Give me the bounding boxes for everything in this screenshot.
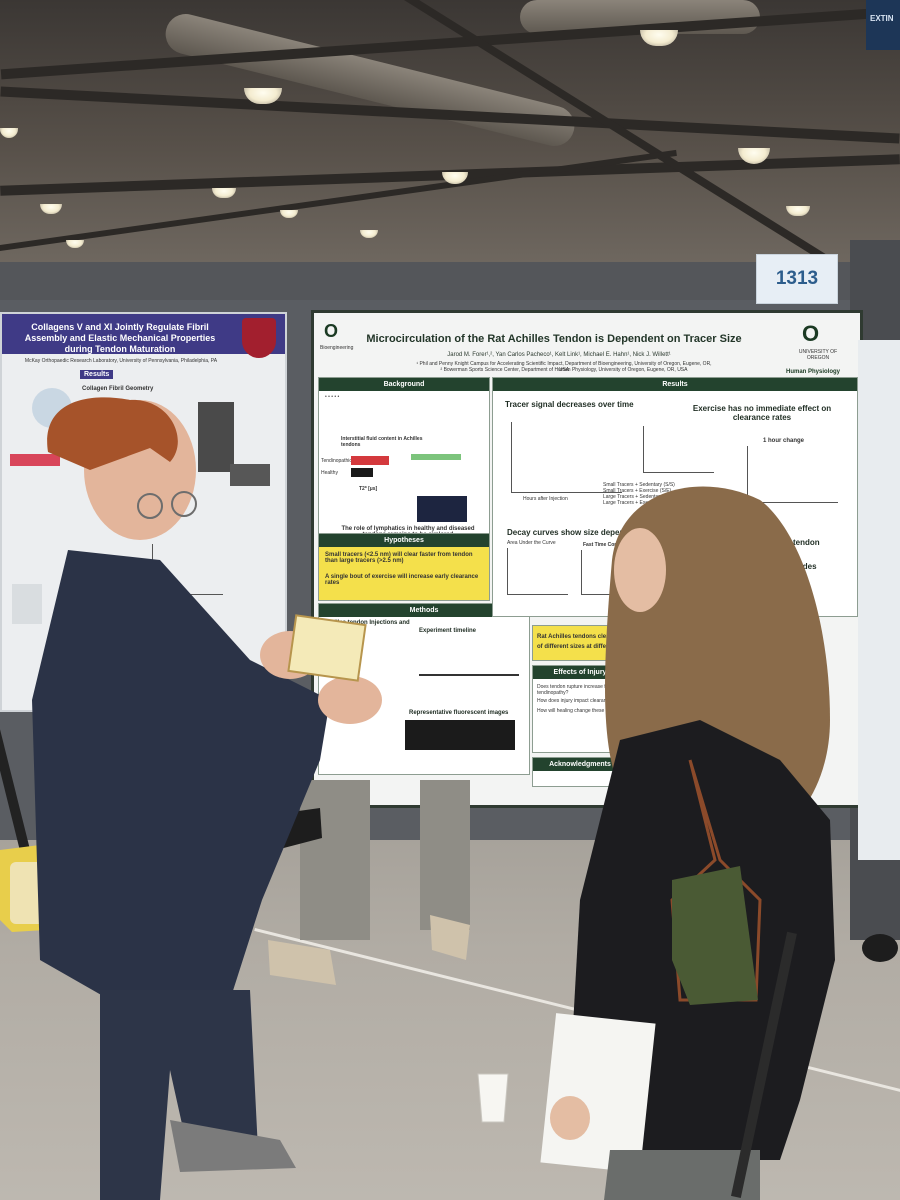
presenter-shoe — [170, 1120, 296, 1172]
ceiling-light — [40, 204, 62, 214]
injury-question-1: Does tendon rupture increase fluid tendi… — [537, 684, 614, 696]
injections-subheading: Achilles tendon Injections and — [323, 620, 410, 626]
fluorescent-image — [417, 496, 467, 522]
legend-item: Small Tracers + Sedentary (S/S) — [603, 482, 675, 488]
ceiling-light — [360, 230, 378, 238]
tracer-signal-chart — [511, 422, 622, 493]
visitor-hand — [550, 1096, 590, 1140]
bar-label-tendinopathic: Tendinopathic — [321, 458, 352, 464]
fluid-content-title: Interstitial fluid content in Achilles t… — [341, 436, 423, 448]
ceiling-light — [280, 210, 298, 218]
timeline-axis — [419, 674, 519, 676]
nodes-note: nodes — [793, 562, 817, 571]
background-person — [268, 780, 470, 985]
area-under-curve-label: Area Under the Curve — [507, 540, 556, 546]
results-subheading-3: Decay curves show size dependent clearan… — [507, 528, 681, 537]
ceiling-light — [442, 172, 468, 184]
booth-number: 1313 — [756, 254, 838, 304]
visitor — [540, 486, 835, 1200]
legend-item: Large Tracers + Exercise (L/E) — [603, 500, 671, 506]
healthy-bar — [351, 468, 373, 477]
oregon-o-logo-left: O — [324, 321, 339, 341]
exit-sign: EXTIN — [866, 0, 900, 50]
legend-item: Large Tracers + Sedentary (L/S) — [603, 494, 675, 500]
fibril-geometry-heading: Collagen Fibril Geometry — [82, 386, 154, 392]
conclusion-text-1: Rat Achilles tendons clear — [537, 634, 612, 640]
tendinopathic-bar — [351, 456, 389, 465]
ceiling-light — [786, 206, 810, 216]
injury-question-2: How does injury impact clearance? — [537, 698, 615, 704]
main-poster-title: Microcirculation of the Rat Achilles Ten… — [366, 333, 742, 345]
ceiling-light — [0, 128, 18, 138]
results-subheading-1: Tracer signal decreases over time — [505, 400, 634, 409]
conclusion-text-2: of different sizes at differ — [537, 644, 609, 650]
hypotheses-section: Hypotheses Small tracers (<2.5 nm) will … — [318, 533, 490, 601]
background-section: Background • • • • • Interstitial fluid … — [318, 377, 490, 547]
affiliation-1: ¹ Phil and Penny Knight Campus for Accel… — [416, 361, 712, 373]
hours-axis-label: Hours after Injection — [523, 496, 568, 502]
bar-label-healthy: Healthy — [321, 470, 338, 476]
left-poster-title: Collagens V and XI Jointly Regulate Fibr… — [24, 322, 216, 354]
injury-question-3: How will healing change these time? — [537, 708, 618, 714]
glasses-icon — [137, 493, 163, 519]
tendon-note: tendon — [793, 538, 820, 547]
oregon-o-logo-right: O — [802, 321, 820, 346]
ceiling-light — [640, 30, 678, 46]
affiliation-2: ² Bowerman Sports Science Center, Depart… — [440, 367, 688, 373]
ceiling — [0, 0, 900, 262]
background-heading: Background — [319, 378, 489, 391]
highlight-bar — [10, 454, 60, 466]
presenter-hand — [318, 676, 382, 724]
methods-heading: Methods — [319, 604, 529, 617]
left-poster-authors: McKay Orthopaedic Research Laboratory, U… — [24, 358, 218, 364]
easel-leg — [731, 931, 797, 1198]
visitor-face — [614, 528, 666, 612]
results-subheading-2: Exercise has no immediate effect on clea… — [692, 404, 832, 422]
left-results-heading: Results — [80, 370, 114, 379]
presenter-hair — [47, 397, 178, 470]
auc-chart — [507, 548, 568, 595]
exercise-chart — [643, 426, 714, 473]
visitor-handbag — [672, 866, 758, 1005]
injury-heading: Effects of Injury — [533, 666, 627, 679]
shoe — [862, 934, 898, 962]
micrograph-image — [230, 464, 270, 486]
ceiling-light — [66, 240, 84, 248]
fluorescent-images-subheading: Representative fluorescent images — [409, 710, 509, 716]
paper-cup — [477, 1073, 509, 1123]
left-chart-panel — [12, 584, 42, 624]
visitor-notebook — [540, 1013, 656, 1173]
presenter — [32, 397, 382, 1200]
university-shield-logo — [242, 318, 276, 358]
human-physiology-label: Human Physiology — [786, 369, 841, 375]
acknowledgments-heading: Acknowledgments — [533, 758, 627, 771]
ceiling-light — [212, 188, 236, 198]
ceiling-light — [738, 148, 770, 164]
arrow-icon — [411, 454, 461, 460]
t2-axis-label: T2* [µs] — [359, 486, 378, 492]
ceiling-light — [244, 88, 282, 104]
visitor-trousers — [604, 1150, 760, 1200]
results-heading: Results — [493, 378, 857, 391]
university-of-oregon-label: UNIVERSITY OF OREGON — [798, 349, 838, 361]
right-poster — [858, 340, 900, 860]
background-bullets: • • • • • — [325, 394, 340, 400]
micrograph-image — [198, 402, 234, 472]
legend-item: Small Tracers + Exercise (S/E) — [603, 488, 672, 494]
hypothesis-1: Small tracers (<2.5 nm) will clear faste… — [325, 552, 473, 564]
hypotheses-heading: Hypotheses — [319, 534, 489, 547]
left-poster-header — [2, 314, 285, 354]
main-poster-authors: Jarod M. Forer¹,², Yan Carlos Pacheco¹, … — [447, 352, 671, 358]
timeline-subheading: Experiment timeline — [419, 628, 477, 634]
presenter-jacket — [32, 550, 330, 1000]
notebook — [287, 614, 367, 682]
fluorescent-images-strip — [405, 720, 515, 750]
hour-change-label: 1 hour change — [763, 438, 805, 444]
hour-change-chart — [747, 446, 838, 503]
hypothesis-2: A single bout of exercise will increase … — [325, 574, 479, 586]
bioengineering-label: Bioengineering — [320, 345, 354, 351]
fast-time-constant-label: Fast Time Constant — [583, 542, 630, 548]
